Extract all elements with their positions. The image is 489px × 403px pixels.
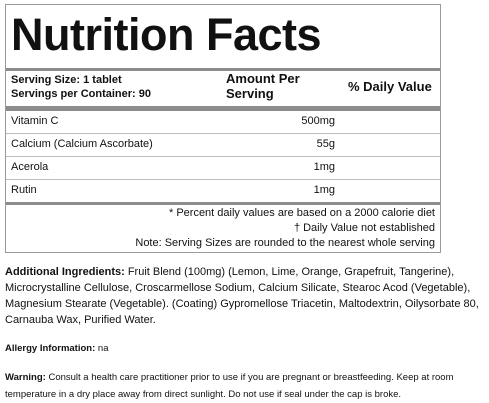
additional-ingredients: Additional Ingredients: Fruit Blend (100… xyxy=(5,264,483,328)
nutrient-amount: 55g xyxy=(316,138,335,150)
nutrition-facts-title: Nutrition Facts xyxy=(11,9,322,60)
footnote-serving-rounding: Note: Serving Sizes are rounded to the n… xyxy=(135,237,435,249)
nutrient-row: Acerola 1mg xyxy=(6,157,440,179)
amount-per-line2: Serving xyxy=(226,86,274,101)
warning-label: Warning: xyxy=(5,372,46,383)
nutrient-name: Vitamin C xyxy=(11,115,59,127)
nutrient-amount: 500mg xyxy=(301,115,335,127)
servings-per-container: Servings per Container: 90 xyxy=(11,88,151,100)
nutrient-row: Calcium (Calcium Ascorbate) 55g xyxy=(6,134,440,156)
row-divider xyxy=(6,156,440,157)
ingredients-text: Fruit Blend (100mg) (Lemon, Lime, Orange… xyxy=(5,266,479,326)
nutrient-row: Rutin 1mg xyxy=(6,180,440,202)
footnote-not-established: † Daily Value not established xyxy=(293,222,435,234)
allergy-text: na xyxy=(95,343,109,354)
row-divider xyxy=(6,133,440,134)
allergy-information: Allergy Information: na xyxy=(5,340,483,357)
daily-value-header: % Daily Value xyxy=(348,79,432,94)
allergy-label: Allergy Information: xyxy=(5,343,96,354)
nutrient-name: Calcium (Calcium Ascorbate) xyxy=(11,138,153,150)
title-divider xyxy=(6,68,440,71)
footer-divider xyxy=(6,202,440,205)
header-divider xyxy=(6,106,440,111)
warning-text: Consult a health care practitioner prior… xyxy=(5,372,454,400)
amount-per-line1: Amount Per xyxy=(226,71,300,86)
footnote-daily-values: * Percent daily values are based on a 20… xyxy=(168,207,435,219)
row-divider xyxy=(6,179,440,180)
nutrition-facts-panel: Nutrition Facts Serving Size: 1 tablet S… xyxy=(5,4,441,253)
nutrient-row: Vitamin C 500mg xyxy=(6,111,440,133)
ingredients-label: Additional Ingredients: xyxy=(5,266,125,278)
serving-size: Serving Size: 1 tablet xyxy=(11,74,122,86)
nutrient-name: Acerola xyxy=(11,161,49,173)
nutrient-name: Rutin xyxy=(11,184,37,196)
warning: Warning: Consult a health care practitio… xyxy=(5,369,483,403)
nutrient-amount: 1mg xyxy=(313,184,335,196)
amount-per-serving-header: Amount Per Serving xyxy=(226,71,300,101)
nutrient-amount: 1mg xyxy=(313,161,335,173)
